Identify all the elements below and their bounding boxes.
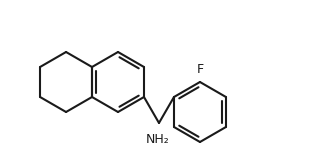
Text: F: F bbox=[197, 63, 203, 76]
Text: NH₂: NH₂ bbox=[146, 133, 170, 146]
